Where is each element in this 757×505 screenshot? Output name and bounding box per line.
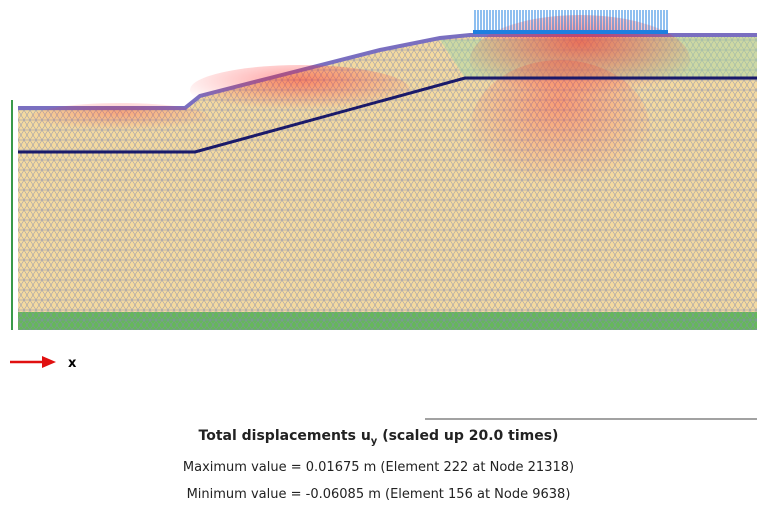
model-view: x (0, 0, 757, 420)
axis-label: x (68, 356, 77, 371)
load-base (473, 30, 668, 34)
title-subscript: y (371, 436, 378, 447)
page: x Total displacements uy (scaled up 20.0… (0, 0, 757, 505)
displacement-zone (470, 60, 650, 200)
load (473, 10, 668, 32)
minimum-value: Minimum value = -0.06085 m (Element 156 … (0, 487, 757, 502)
maximum-value: Maximum value = 0.01675 m (Element 222 a… (0, 460, 757, 475)
displacement-zone (190, 65, 410, 115)
title-suffix: (scaled up 20.0 times) (382, 428, 558, 444)
x-arrow-head (42, 356, 56, 368)
caption-title: Total displacements uy (scaled up 20.0 t… (0, 428, 757, 447)
bottom-mesh (18, 312, 757, 330)
title-text: Total displacements u (199, 428, 371, 444)
displacement-zone (30, 103, 210, 133)
